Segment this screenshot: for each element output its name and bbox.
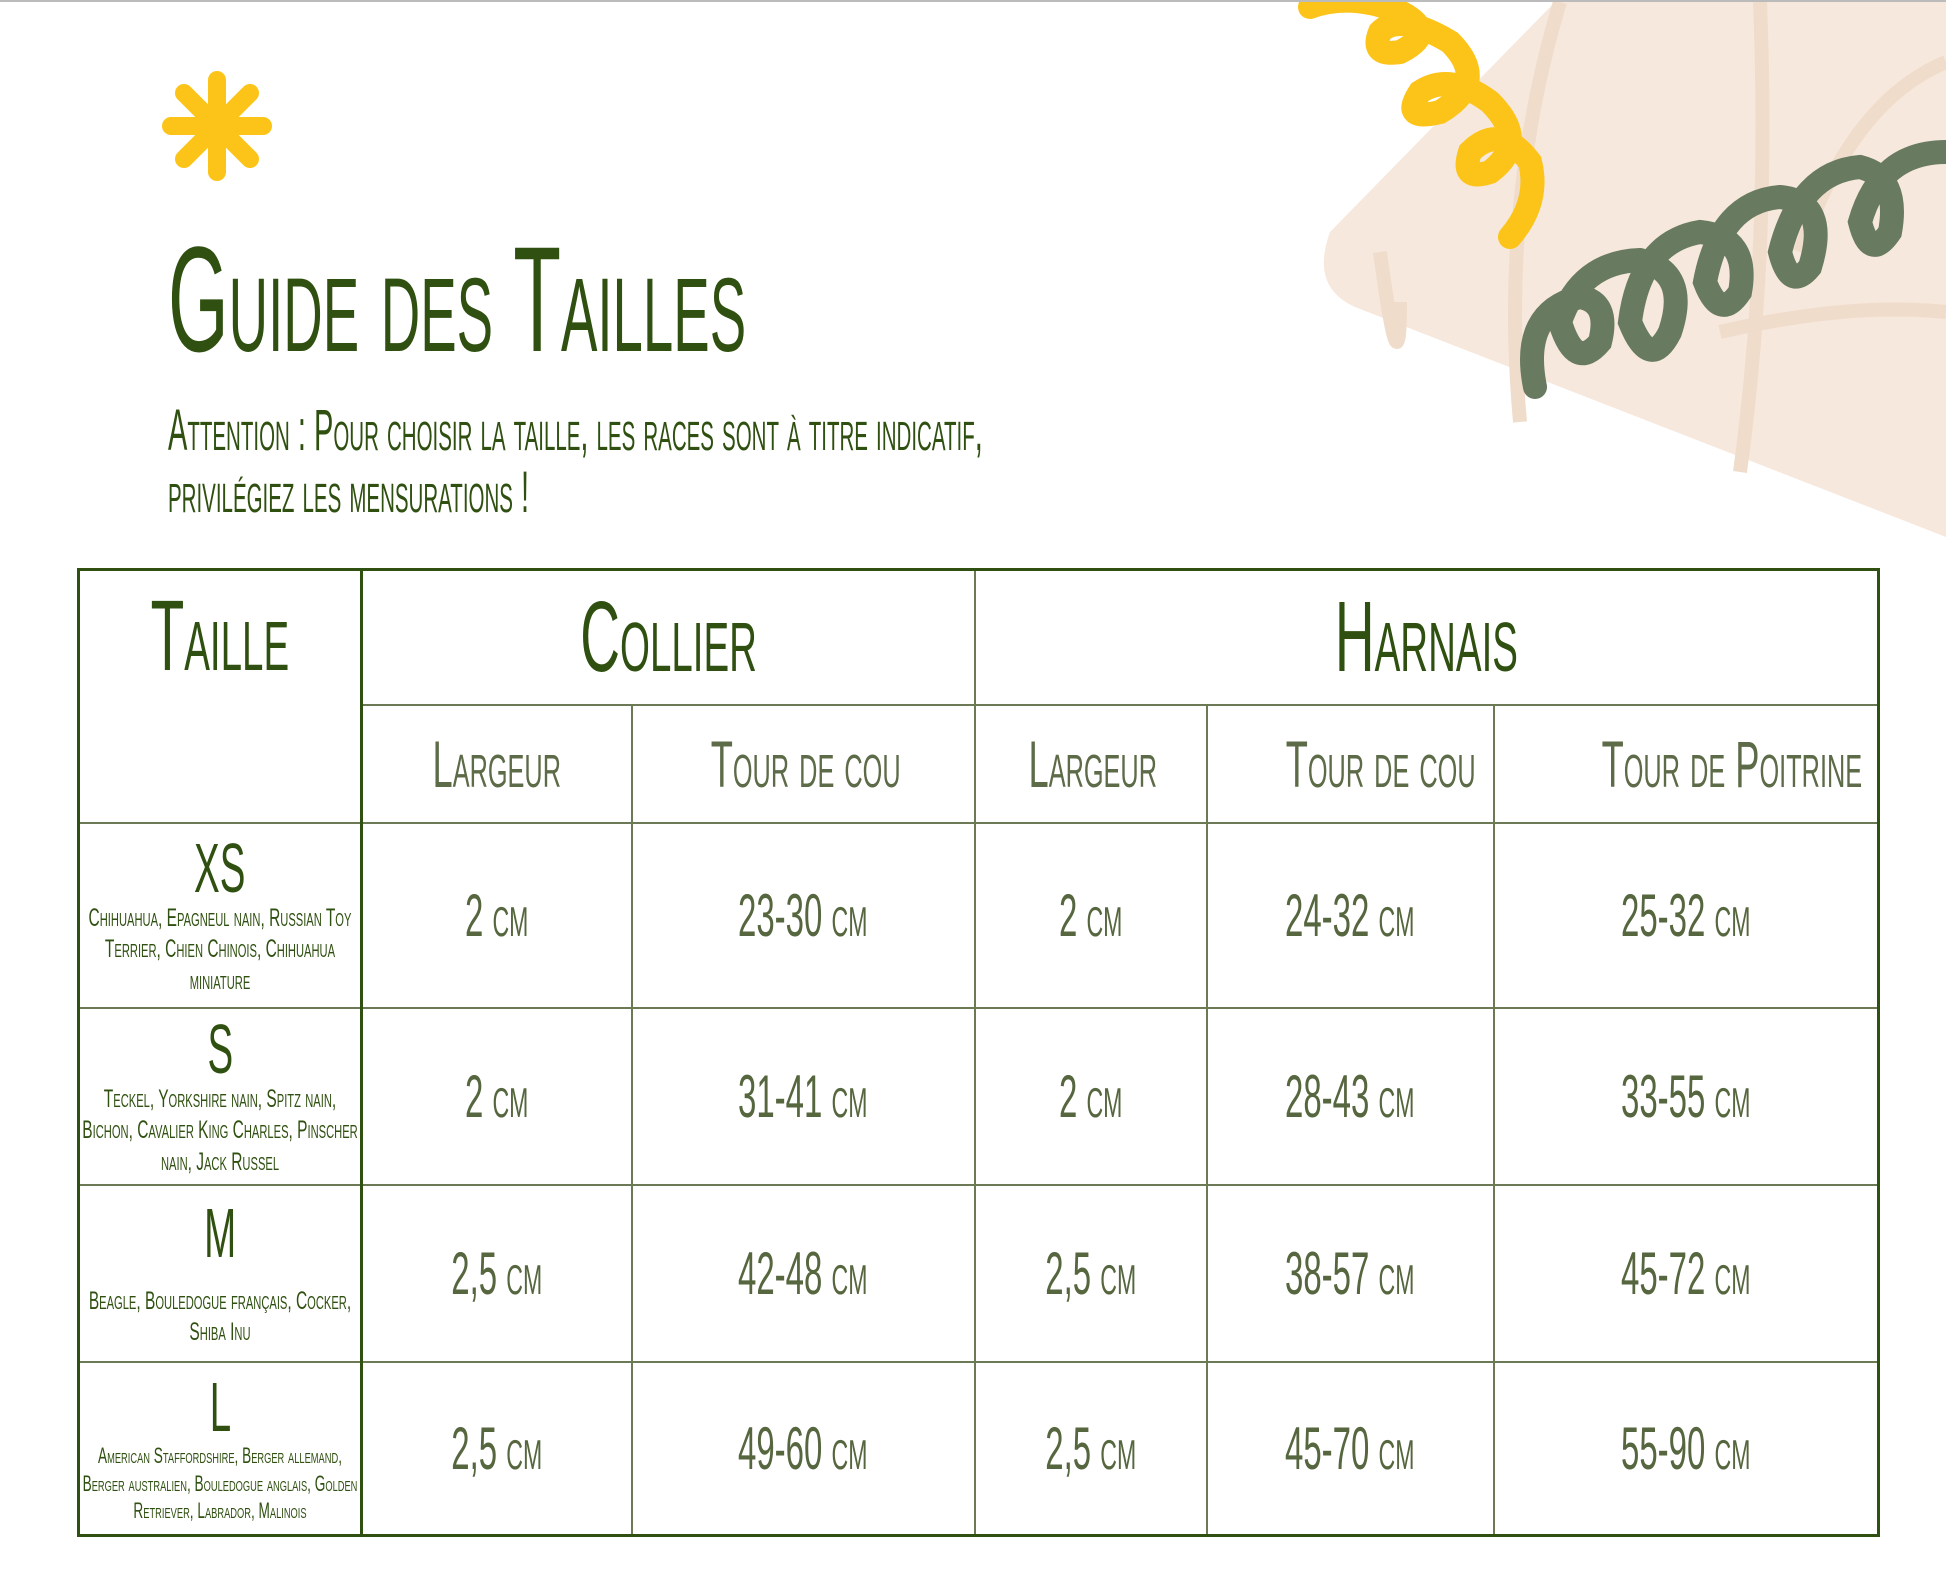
value-cell: 2 cm <box>973 821 1208 1009</box>
table-taille-header: Taille <box>150 580 290 692</box>
table-rows-2-values-4: 45-72 cm <box>1620 1239 1751 1307</box>
asterisk-icon <box>162 71 272 181</box>
table-rows-0-values-1: 23-30 cm <box>738 881 868 949</box>
value-cell: 31-41 cm <box>630 1006 976 1186</box>
table-rows-0-values-4: 25-32 cm <box>1620 881 1751 949</box>
table-rows-3-values-3: 45-70 cm <box>1285 1414 1415 1482</box>
value-cell: 25-32 cm <box>1492 821 1880 1009</box>
table-row-l: L American Staffordshire, Berger allemand… <box>77 1360 1880 1537</box>
header-harnais: Harnais <box>973 568 1880 706</box>
table-rows-3-values-0: 2,5 cm <box>451 1414 543 1482</box>
table-rows-2-size: M <box>203 1193 237 1272</box>
table-rows-1-values-2: 2 cm <box>1058 1062 1123 1130</box>
table-rows-0-values-3: 24-32 cm <box>1285 881 1415 949</box>
header-taille: Taille <box>77 568 363 824</box>
value-cell: 2 cm <box>973 1006 1208 1186</box>
value-cell: 33-55 cm <box>1492 1006 1880 1186</box>
subtitle-line-1: Attention : Pour choisir la taille, les … <box>168 398 983 463</box>
page-title: Guide des Tailles <box>168 215 747 383</box>
value-cell: 24-32 cm <box>1205 821 1495 1009</box>
value-cell: 45-70 cm <box>1205 1360 1495 1537</box>
table-rows-1-values-0: 2 cm <box>465 1062 529 1130</box>
subtitle-line-2: privilégiez les mensurations ! <box>168 460 530 525</box>
value-cell: 2,5 cm <box>360 1183 633 1363</box>
table-row-s: S Teckel, Yorkshire nain, Spitz nain, Bic… <box>77 1006 1880 1186</box>
yellow-spiral-decoration <box>1298 2 1545 249</box>
table-rows-3-values-1: 49-60 cm <box>738 1414 868 1482</box>
value-cell: 45-72 cm <box>1492 1183 1880 1363</box>
table-rows-2-values-0: 2,5 cm <box>451 1239 543 1307</box>
table-rows-1-values-3: 28-43 cm <box>1285 1062 1415 1130</box>
table-rows-2-breeds: Beagle, Bouledogue français, Cocker, Shi… <box>88 1286 352 1346</box>
table-rows-0-values-2: 2 cm <box>1058 881 1123 949</box>
table-rows-1-size: S <box>207 1010 233 1089</box>
value-cell: 2 cm <box>360 821 633 1009</box>
value-cell: 2 cm <box>360 1006 633 1186</box>
table-sub-headers-2: Largeur <box>1028 726 1157 801</box>
table-rows-2-values-3: 38-57 cm <box>1285 1239 1415 1307</box>
table-rows-3-values-4: 55-90 cm <box>1620 1414 1751 1482</box>
table-sub-headers-3: Tour de cou <box>1285 726 1476 801</box>
value-cell: 38-57 cm <box>1205 1183 1495 1363</box>
table-sub-headers-0: Largeur <box>432 726 561 801</box>
table-rows-1-values-1: 31-41 cm <box>738 1062 868 1130</box>
subheader-harnais-largeur: Largeur <box>973 703 1208 824</box>
size-cell: M Beagle, Bouledogue français, Cocker, Sh… <box>77 1183 363 1363</box>
table-collier-header: Collier <box>579 580 757 693</box>
table-rows-1-breeds: Teckel, Yorkshire nain, Spitz nain, Bich… <box>82 1085 358 1176</box>
value-cell: 23-30 cm <box>630 821 976 1009</box>
table-rows-1-values-4: 33-55 cm <box>1620 1062 1751 1130</box>
subheader-collier-largeur: Largeur <box>360 703 633 824</box>
value-cell: 28-43 cm <box>1205 1006 1495 1186</box>
table-row-xs: XS Chihuahua, Epagneul nain, Russian Toy … <box>77 821 1880 1009</box>
table-sub-headers-4: Tour de Poitrine <box>1601 726 1862 801</box>
value-cell: 2,5 cm <box>973 1360 1208 1537</box>
green-spiral-decoration <box>1520 140 1946 399</box>
size-cell: XS Chihuahua, Epagneul nain, Russian Toy … <box>77 821 363 1009</box>
table-sub-headers-1: Tour de cou <box>710 726 901 801</box>
size-cell: L American Staffordshire, Berger allemand… <box>77 1360 363 1537</box>
table-rows-2-values-2: 2,5 cm <box>1045 1239 1136 1307</box>
table-row-m: M Beagle, Bouledogue français, Cocker, Sh… <box>77 1183 1880 1363</box>
value-cell: 49-60 cm <box>630 1360 976 1537</box>
table-rows-3-values-2: 2,5 cm <box>1045 1414 1136 1482</box>
table-rows-0-size: XS <box>194 829 246 908</box>
value-cell: 2,5 cm <box>973 1183 1208 1363</box>
table-rows-3-size: L <box>209 1368 231 1446</box>
table-rows-0-values-0: 2 cm <box>465 881 529 949</box>
table-rows-2-values-1: 42-48 cm <box>738 1239 868 1307</box>
value-cell: 42-48 cm <box>630 1183 976 1363</box>
table-harnais-header: Harnais <box>1334 580 1518 693</box>
size-guide-table: Taille Collier Harnais Largeur Tour de c… <box>77 568 1880 1537</box>
table-rows-0-breeds: Chihuahua, Epagneul nain, Russian Toy Te… <box>88 904 352 995</box>
subheader-harnais-tour-de-cou: Tour de cou <box>1205 703 1495 824</box>
subheader-harnais-tour-de-poitrine: Tour de Poitrine <box>1492 703 1880 824</box>
subheader-collier-tour-de-cou: Tour de cou <box>630 703 976 824</box>
size-cell: S Teckel, Yorkshire nain, Spitz nain, Bic… <box>77 1006 363 1186</box>
value-cell: 55-90 cm <box>1492 1360 1880 1537</box>
value-cell: 2,5 cm <box>360 1360 633 1537</box>
header-collier: Collier <box>360 568 976 706</box>
table-rows-3-breeds: American Staffordshire, Berger allemand,… <box>82 1443 358 1523</box>
